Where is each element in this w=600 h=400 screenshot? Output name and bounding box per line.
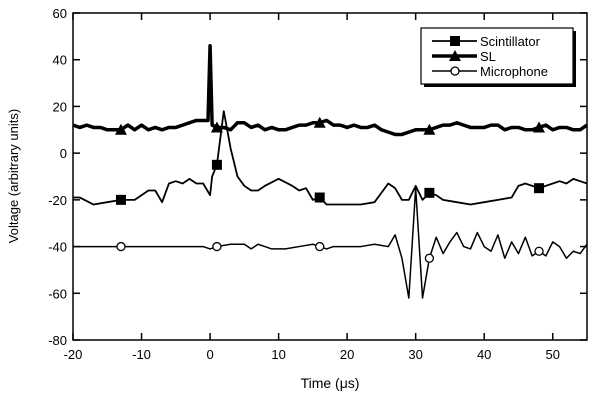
marker-microphone: [424, 253, 435, 263]
marker-sl: [423, 123, 436, 135]
y-tick-label: -80: [48, 333, 67, 348]
y-tick-label: 20: [53, 99, 67, 114]
y-axis-label: Voltage (arbitrary units): [6, 109, 21, 243]
legend-label-sl: SL: [480, 49, 496, 64]
x-tick-label: 50: [545, 347, 559, 362]
marker-microphone: [534, 246, 544, 256]
marker-sl: [533, 121, 546, 133]
x-tick-label: 40: [477, 347, 491, 362]
x-tick-label: -10: [132, 347, 151, 362]
series-line-scintillator: [73, 110, 588, 206]
marker-sl: [210, 121, 223, 133]
series-sl: [72, 43, 588, 137]
marker-microphone: [315, 241, 325, 252]
legend-label-microphone: Microphone: [480, 64, 548, 79]
x-tick-label: 30: [408, 347, 422, 362]
plot-frame: [72, 12, 588, 341]
series-line-sl: [72, 43, 588, 137]
marker-scintillator: [534, 183, 545, 194]
marker-sl: [114, 123, 127, 135]
marker-microphone: [116, 241, 126, 252]
marker-sl: [313, 116, 326, 128]
legend-marker-sl: [449, 50, 461, 61]
marker-microphone: [212, 241, 222, 252]
x-tick-label: 10: [271, 347, 285, 362]
y-tick-label: -60: [48, 286, 67, 301]
legend-label-scintillator: Scintillator: [480, 34, 541, 49]
x-tick-label: -20: [64, 347, 83, 362]
y-tick-label: -20: [48, 193, 67, 208]
marker-scintillator: [211, 159, 222, 170]
legend-marker-microphone: [450, 66, 460, 76]
x-axis-label: Time (μs): [301, 375, 360, 391]
y-tick-label: 40: [53, 53, 67, 68]
series-microphone: [73, 187, 588, 299]
x-tick-label: 20: [340, 347, 354, 362]
x-tick-label: 0: [206, 347, 213, 362]
y-tick-label: 0: [60, 146, 67, 161]
series-line-microphone: [73, 187, 588, 299]
marker-scintillator: [115, 194, 126, 205]
marker-scintillator: [314, 192, 325, 203]
series-scintillator: [73, 110, 588, 206]
marker-scintillator: [424, 187, 435, 198]
y-tick-label: 60: [53, 6, 67, 21]
legend-marker-scintillator: [450, 36, 460, 46]
y-tick-label: -40: [48, 240, 67, 255]
